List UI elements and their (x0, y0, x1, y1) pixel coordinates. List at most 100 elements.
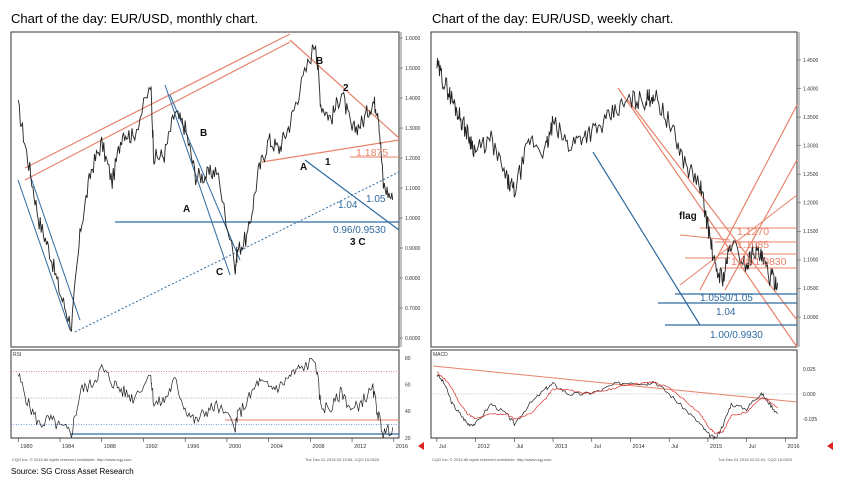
weekly-chart: 1.4500 1.4000 1.3500 1.3000 1.2500 1.2000 1.15… (430, 31, 833, 462)
x-tick-label: Jul (749, 444, 756, 450)
x-tick-label: 2004 (271, 444, 283, 450)
weekly-x-axis-ticks: Jul 2012 Jul 2013 Jul 2014 Jul 2015 Jul 2016 (436, 438, 800, 450)
y-tick-label: 1.3500 (803, 115, 819, 121)
y-tick-label: 1.2500 (803, 172, 819, 178)
x-tick-label: 2014 (632, 444, 644, 450)
x-tick-label: Jul (671, 444, 678, 450)
chart-annotation: 1.08/1.0830 (731, 256, 787, 268)
trendline (699, 104, 798, 291)
rsi-line (17, 358, 394, 439)
monthly-price-line (17, 44, 394, 332)
y-tick-label: 0.7000 (405, 306, 421, 312)
monthly-x-axis-ticks: 1980 1984 1988 1992 1996 2000 2004 2008 2012 2016 (18, 438, 408, 450)
x-tick-label: 2016 (787, 444, 799, 450)
chart-annotation: 1.1085 (737, 239, 769, 251)
y-tick-label: 1.4000 (803, 86, 819, 92)
monthly-rsi-pane (10, 349, 400, 439)
y-tick-label: 1.6000 (405, 36, 421, 42)
trendline (24, 33, 291, 169)
monthly-timestamp: Tue Dec 01 2015 02:13:56, CQG 15.0520 (305, 457, 380, 462)
x-tick-label: 1996 (187, 444, 199, 450)
y-tick-label: 1.0500 (803, 286, 819, 292)
chart-annotation: flag (679, 211, 697, 222)
chart-annotation: 1 (325, 157, 331, 168)
trendline (679, 194, 798, 286)
y-tick-label: 1.4000 (405, 96, 421, 102)
monthly-chart: 1.6000 1.5000 1.4000 1.3000 1.2000 1.1000 1.00… (10, 31, 424, 462)
weekly-macd-series (431, 365, 798, 441)
chart-annotation: 1.05 (366, 194, 386, 205)
weekly-macd-ticks: 0.025 0.000 -0.025 (803, 367, 817, 423)
chart-annotation: 1.0550/1.05 (700, 293, 753, 304)
weekly-y-axis-ticks: 1.4500 1.4000 1.3500 1.3000 1.2500 1.2000 1.15… (797, 58, 819, 321)
monthly-scroll-arrow-icon[interactable] (418, 442, 424, 450)
y-tick-label: 1.2000 (405, 156, 421, 162)
y-tick-label: 1.1000 (405, 186, 421, 192)
x-tick-label: 2015 (710, 444, 722, 450)
weekly-timestamp: Tue Dec 01 2015 02:22:24, CQG 15.0520 (718, 457, 793, 462)
right-chart-title: Chart of the day: EUR/USD, weekly chart. (432, 11, 673, 26)
monthly-y-axis-ticks: 1.6000 1.5000 1.4000 1.3000 1.2000 1.1000 1.00… (399, 36, 421, 342)
y-tick-label: 1.3000 (803, 143, 819, 149)
chart-annotation: 1.1875 (356, 147, 388, 159)
monthly-rsi-series (11, 358, 399, 439)
x-tick-label: 2012 (478, 444, 490, 450)
trendline (164, 84, 231, 276)
x-tick-label: Jul (439, 444, 446, 450)
chart-annotation: A (183, 204, 190, 215)
x-tick-label: 2012 (354, 444, 366, 450)
macd-tick-label: 0.025 (803, 367, 816, 373)
x-tick-label: 2008 (312, 444, 324, 450)
monthly-footer: CQG Inc. © 2015 All rights reserved worl… (12, 457, 132, 462)
chart-annotation: 2 (343, 83, 349, 94)
rsi-tick-label: 20 (405, 436, 411, 442)
chart-annotation: C (216, 267, 223, 278)
rsi-tick-label: 80 (405, 356, 411, 362)
x-tick-label: 1980 (20, 444, 32, 450)
y-tick-label: 1.4500 (803, 58, 819, 64)
macd-line (436, 373, 778, 441)
monthly-rsi-ticks: 80 60 40 20 (405, 356, 411, 442)
macd-resistance-line (432, 365, 798, 403)
chart-annotation: 1.04 (716, 307, 736, 318)
trendline (261, 139, 400, 163)
x-tick-label: Jul (516, 444, 523, 450)
x-tick-label: 1992 (145, 444, 157, 450)
left-chart-title: Chart of the day: EUR/USD, monthly chart… (11, 11, 258, 26)
y-tick-label: 1.1000 (803, 258, 819, 264)
x-tick-label: 2016 (396, 444, 408, 450)
y-tick-label: 0.8000 (405, 276, 421, 282)
rsi-label: RSI (13, 352, 21, 358)
y-tick-label: 1.2000 (803, 201, 819, 207)
y-tick-label: 1.0000 (803, 315, 819, 321)
trendline (289, 39, 400, 139)
chart-annotation: 3 C (350, 237, 366, 248)
y-tick-label: 1.0000 (405, 216, 421, 222)
y-tick-label: 1.3000 (405, 126, 421, 132)
x-tick-label: 1984 (62, 444, 74, 450)
macd-tick-label: 0.000 (803, 392, 816, 398)
rsi-tick-label: 40 (405, 409, 411, 415)
macd-tick-label: -0.025 (803, 417, 817, 423)
weekly-scroll-arrow-icon[interactable] (827, 442, 833, 450)
trendline (29, 174, 81, 321)
rsi-tick-label: 60 (405, 382, 411, 388)
x-tick-label: 2013 (555, 444, 567, 450)
chart-annotation: 0.96/0.9530 (333, 225, 386, 236)
weekly-footer: CQG Inc. © 2015 All rights reserved worl… (432, 457, 552, 462)
macd-signal-line (436, 371, 778, 435)
monthly-price-pane (10, 31, 400, 348)
chart-annotation: 1.04 (338, 200, 358, 211)
chart-annotation: 1.00/0.9930 (710, 330, 763, 341)
chart-annotation: 1.1270 (737, 226, 769, 238)
y-tick-label: 0.6000 (405, 336, 421, 342)
x-tick-label: 2000 (229, 444, 241, 450)
monthly-trendlines (17, 33, 400, 333)
chart-annotation: B (316, 56, 323, 67)
trendline (17, 179, 71, 331)
chart-annotation: B (200, 128, 207, 139)
y-tick-label: 0.9000 (405, 246, 421, 252)
trendline (24, 41, 291, 181)
weekly-price-line (436, 58, 779, 292)
